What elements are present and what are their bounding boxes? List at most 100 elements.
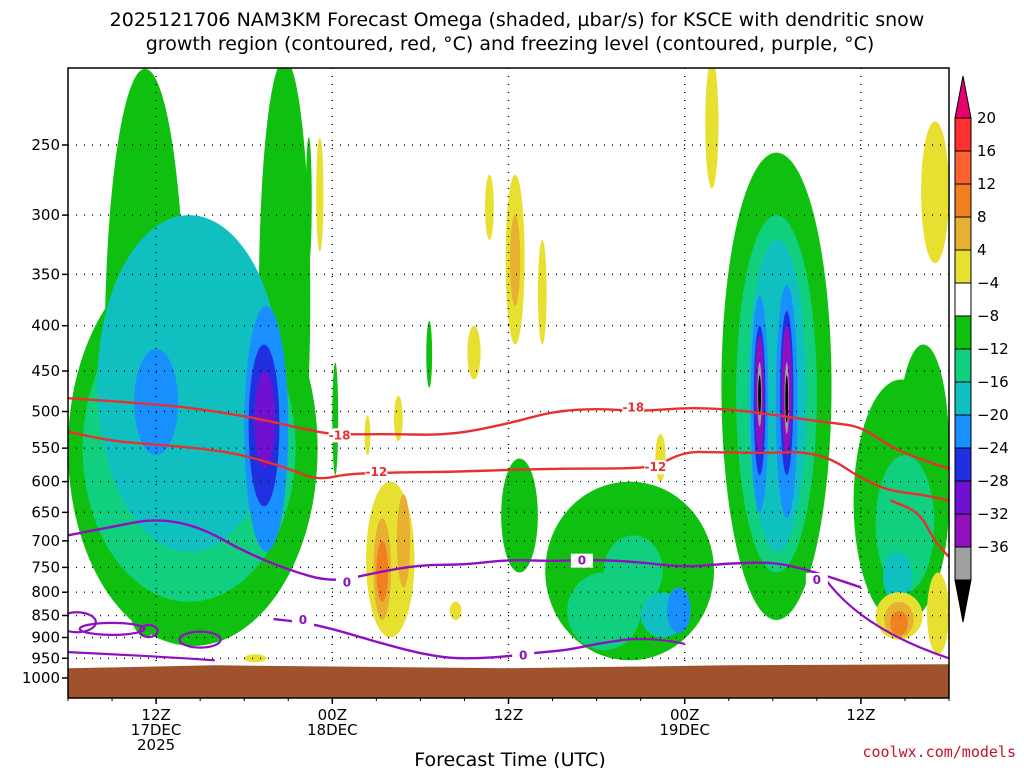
y-tick-label: 750 xyxy=(31,558,60,576)
x-axis-label: Forecast Time (UTC) xyxy=(414,749,605,768)
colorbar-swatch xyxy=(954,183,972,218)
y-tick-label: 300 xyxy=(31,206,60,224)
terrain-ground xyxy=(68,664,949,698)
y-tick-label: 850 xyxy=(31,607,60,625)
colorbar-label: −24 xyxy=(977,439,1009,457)
omega-region-a-blue-left xyxy=(134,349,179,456)
omega-descent-6 xyxy=(467,325,481,380)
y-tick-label: 1000 xyxy=(22,669,60,687)
contour-label: 0 xyxy=(519,648,527,662)
omega-region-b-blue xyxy=(667,587,691,634)
omega-descent-1-gold-b xyxy=(396,494,411,588)
omega-descent-10 xyxy=(655,433,666,482)
x-tick-label: 12Z xyxy=(846,706,875,724)
contour-label: -18 xyxy=(329,428,351,442)
contour--12 xyxy=(68,430,949,502)
y-axis: 250 300 350 400 450 500 550 600 650 700 750 800 850 9… xyxy=(22,136,68,687)
omega-descent-3-gold xyxy=(509,215,521,306)
contour-label-bg xyxy=(512,648,535,663)
colorbar-swatch xyxy=(954,216,972,251)
contour-label: 0 xyxy=(343,575,351,589)
contour-label-bg xyxy=(805,572,828,587)
y-tick-label: 400 xyxy=(31,317,60,335)
contour-0-right xyxy=(823,576,949,660)
contour-label-bg xyxy=(365,464,388,479)
omega-region-d-cyan xyxy=(882,551,913,602)
x-tick-label: 17DEC xyxy=(131,721,182,739)
x-tick-label: 12Z xyxy=(141,706,170,724)
colorbar-label: −16 xyxy=(977,373,1009,391)
contour-label: -12 xyxy=(366,465,388,479)
colorbar-label: 12 xyxy=(977,175,996,193)
colorbar-label: −8 xyxy=(977,307,999,325)
omega-descent-14 xyxy=(926,572,949,655)
colorbar-swatch xyxy=(954,513,972,548)
x-tick-label: 19DEC xyxy=(659,721,710,739)
y-tick-label: 650 xyxy=(31,503,60,521)
omega-strip-1 xyxy=(305,137,312,264)
colorbar-label: 16 xyxy=(977,142,996,160)
x-tick-label: 00Z xyxy=(318,706,347,724)
omega-descent-15 xyxy=(244,654,267,663)
colorbar-swatch xyxy=(954,348,972,383)
omega-descent-8 xyxy=(705,68,719,189)
colorbar-label: −36 xyxy=(977,538,1009,556)
x-tick-label: 18DEC xyxy=(307,721,358,739)
contour-0-loop xyxy=(78,621,146,636)
colorbar-label: −4 xyxy=(977,274,999,292)
contour-0-surface xyxy=(68,651,215,662)
colorbar-label: −28 xyxy=(977,472,1009,490)
omega-descent-2 xyxy=(316,137,324,252)
colorbar-swatch xyxy=(954,249,972,284)
x-tick-label: 12Z xyxy=(494,706,523,724)
terrain xyxy=(68,664,949,698)
credit-text: coolwx.com/models xyxy=(862,743,1016,761)
contour-0-low xyxy=(273,617,627,660)
colorbar-label: 20 xyxy=(977,109,996,127)
omega-strip-2 xyxy=(332,362,339,476)
colorbar-top-arrow xyxy=(954,75,972,119)
y-tick-label: 600 xyxy=(31,473,60,491)
colorbar-swatch xyxy=(954,414,972,449)
contour-label: -12 xyxy=(644,460,666,474)
y-tick-label: 550 xyxy=(31,439,60,457)
contour-label: -18 xyxy=(622,401,644,415)
contour-label-bg xyxy=(335,575,358,590)
colorbar-swatch xyxy=(954,381,972,416)
y-tick-label: 450 xyxy=(31,362,60,380)
contour-label-bg xyxy=(328,428,351,443)
omega-region-b-green-left xyxy=(501,458,538,573)
y-tick-label: 900 xyxy=(31,628,60,646)
colorbar-label: −20 xyxy=(977,406,1009,424)
y-tick-label: 700 xyxy=(31,532,60,550)
contour-0-low-end xyxy=(625,637,685,645)
contour-label: 0 xyxy=(299,613,307,627)
contour-0 xyxy=(68,519,862,589)
colorbar-label: 8 xyxy=(977,208,987,226)
colorbar-label: −12 xyxy=(977,340,1009,358)
omega-descent-11 xyxy=(393,395,403,442)
colorbar-swatch xyxy=(954,315,972,350)
contour-label-bg xyxy=(644,460,667,475)
y-tick-label: 350 xyxy=(31,265,60,283)
y-tick-label: 800 xyxy=(31,583,60,601)
x-tick-label: 2025 xyxy=(137,736,175,754)
omega-strip-3 xyxy=(426,320,433,388)
colorbar-label: −32 xyxy=(977,505,1009,523)
chart-title-line-2: growth region (contoured, red, °C) and f… xyxy=(146,33,875,55)
contour--18 xyxy=(68,397,949,470)
x-tick-label: 00Z xyxy=(670,706,699,724)
omega-descent-5 xyxy=(537,239,547,345)
contour-label-bg xyxy=(622,400,645,415)
plot-area: -18 -18 -12 -12 0 0 0 0 0 xyxy=(68,68,949,698)
colorbar-swatch xyxy=(954,117,972,152)
omega-descent-9 xyxy=(921,121,949,264)
contour-label-bg xyxy=(570,553,593,568)
y-tick-label: 500 xyxy=(31,403,60,421)
colorbar-swatch xyxy=(954,480,972,515)
contours: -18 -18 -12 -12 0 0 0 0 0 xyxy=(68,397,949,663)
omega-shading xyxy=(68,68,949,663)
contour--12-low xyxy=(889,499,949,558)
colorbar-swatch xyxy=(954,546,972,581)
